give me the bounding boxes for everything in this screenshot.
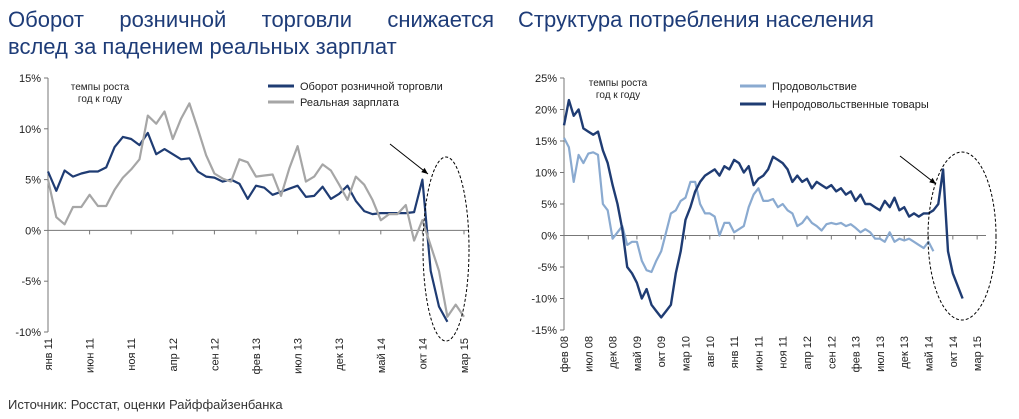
y-tick-label: 25%: [535, 73, 557, 85]
series-line-2: [46, 102, 465, 318]
x-tick-label: апр 12: [802, 336, 814, 369]
series-line-2: [562, 98, 964, 319]
highlight-ellipse: [927, 151, 997, 321]
growth-note-line1: темпы роста: [71, 82, 130, 93]
x-tick-label: июл 08: [583, 336, 595, 372]
x-tick-label: фев 13: [251, 338, 263, 374]
x-tick-label: фев 13: [851, 336, 863, 372]
series-line-1: [563, 137, 935, 274]
y-tick-label: 20%: [535, 105, 557, 117]
y-tick-label: 15%: [535, 136, 557, 148]
growth-note-line2: год к году: [78, 94, 122, 105]
x-tick-label: май 09: [632, 336, 644, 371]
y-tick-label: 5%: [25, 175, 41, 187]
x-tick-label: окт 14: [948, 336, 960, 367]
x-tick-label: дек 13: [334, 338, 346, 371]
y-tick-label: 10%: [535, 168, 557, 180]
growth-note-line1: темпы роста: [589, 78, 648, 89]
x-tick-label: май 14: [924, 336, 936, 371]
right-chart-title: Структура потребления населения: [518, 7, 874, 32]
left-chart-title: Оборот розничной торговли снижается всле…: [8, 6, 494, 60]
annotation-arrowhead: [929, 177, 936, 184]
x-tick-label: фев 08: [559, 336, 571, 372]
x-tick-label: ноя 11: [778, 336, 790, 369]
legend-label-1: Оборот розничной торговли: [300, 81, 443, 93]
x-tick-label: май 14: [376, 338, 388, 373]
y-tick-label: -15%: [531, 325, 557, 337]
left-title-line1: Оборот розничной торговли снижается: [8, 7, 494, 32]
x-tick-label: июн 11: [753, 336, 765, 371]
left-title-line2: вслед за падением реальных зарплат: [8, 34, 397, 59]
x-tick-label: янв 11: [43, 338, 55, 370]
growth-note-line2: год к году: [596, 90, 640, 101]
x-tick-label: мар 10: [681, 336, 693, 371]
x-tick-label: дек 13: [899, 336, 911, 369]
x-tick-label: янв 11: [729, 336, 741, 368]
y-tick-label: 15%: [19, 73, 41, 85]
annotation-arrow: [899, 155, 937, 185]
y-tick-label: 5%: [541, 199, 557, 211]
y-tick-label: -10%: [15, 327, 41, 339]
x-tick-label: июн 11: [85, 338, 97, 373]
series-line-1: [46, 131, 449, 323]
x-tick-label: мар 15: [459, 338, 471, 373]
y-tick-label: 0%: [25, 225, 41, 237]
x-tick-label: апр 12: [168, 338, 180, 371]
y-tick-label: 0%: [541, 231, 557, 243]
x-tick-label: дек 08: [608, 336, 620, 369]
x-tick-label: июл 13: [875, 336, 887, 372]
y-tick-label: -5%: [21, 276, 41, 288]
legend-label-1: Продовольствие: [772, 81, 857, 93]
y-tick-label: 10%: [19, 124, 41, 136]
source-note: Источник: Росстат, оценки Райффайзенбанк…: [8, 397, 283, 412]
x-tick-label: сен 12: [209, 338, 221, 371]
legend-label-2: Непродовольственные товары: [772, 99, 929, 111]
consumption-structure-chart: -15% -10% -5% 0% 5% 10% 15% 20% 25% фев 08 июл 08 д…: [531, 73, 997, 372]
highlight-ellipse: [422, 156, 470, 342]
x-tick-label: окт 09: [656, 336, 668, 367]
x-tick-label: ноя 11: [126, 338, 138, 371]
x-tick-label: июл 13: [293, 338, 305, 374]
annotation-arrowhead: [421, 167, 428, 174]
x-tick-label: мар 15: [972, 336, 984, 371]
retail-vs-wages-chart: -10% -5% 0% 5% 10% 15% янв 11 июн 11 ноя 11 апр 1…: [15, 73, 471, 374]
y-tick-label: -5%: [537, 262, 557, 274]
legend-label-2: Реальная зарплата: [300, 97, 400, 109]
x-tick-label: сен 12: [826, 336, 838, 369]
x-tick-label: окт 14: [417, 338, 429, 369]
y-tick-label: -10%: [531, 294, 557, 306]
x-tick-label: авг 10: [705, 336, 717, 367]
annotation-arrow: [389, 143, 429, 175]
